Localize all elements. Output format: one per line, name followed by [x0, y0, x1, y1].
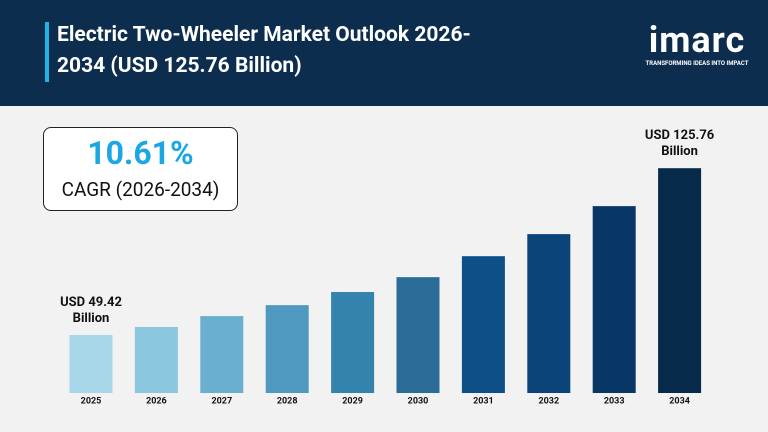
x-tick-label: 2027	[211, 396, 232, 406]
bar	[396, 277, 440, 393]
x-tick-label: 2026	[146, 396, 167, 406]
bar	[527, 234, 571, 393]
accent-bar	[45, 22, 49, 82]
bar	[592, 206, 636, 393]
value-label: USD 125.76 Billion	[644, 128, 715, 160]
x-tick-label: 2025	[81, 396, 102, 406]
logo: imarc	[648, 19, 746, 61]
tagline: TRANSFORMING IDEAS INTO IMPACT	[645, 60, 749, 67]
x-tick-label: 2028	[277, 396, 298, 406]
value-label: USD 49.42 Billion	[60, 295, 122, 327]
x-tick-label: 2032	[538, 396, 559, 406]
cagr-value: 10.61%	[87, 134, 194, 172]
header: Electric Two-Wheeler Market Outlook 2026…	[0, 0, 768, 106]
x-tick-label: 2033	[604, 396, 625, 406]
bar	[331, 292, 375, 393]
chart-title: Electric Two-Wheeler Market Outlook 2026…	[57, 23, 471, 78]
x-tick-label: 2034	[669, 396, 690, 406]
bar	[134, 326, 178, 393]
cagr-box: 10.61% CAGR (2026-2034)	[43, 127, 238, 211]
bar	[69, 335, 113, 393]
bar	[265, 305, 309, 393]
x-tick-label: 2029	[342, 396, 363, 406]
x-tick-label: 2030	[408, 396, 429, 406]
x-tick-label: 2031	[473, 396, 494, 406]
bar	[461, 256, 505, 393]
cagr-label: CAGR (2026-2034)	[61, 178, 220, 201]
bar	[658, 168, 702, 393]
bar	[200, 316, 244, 393]
